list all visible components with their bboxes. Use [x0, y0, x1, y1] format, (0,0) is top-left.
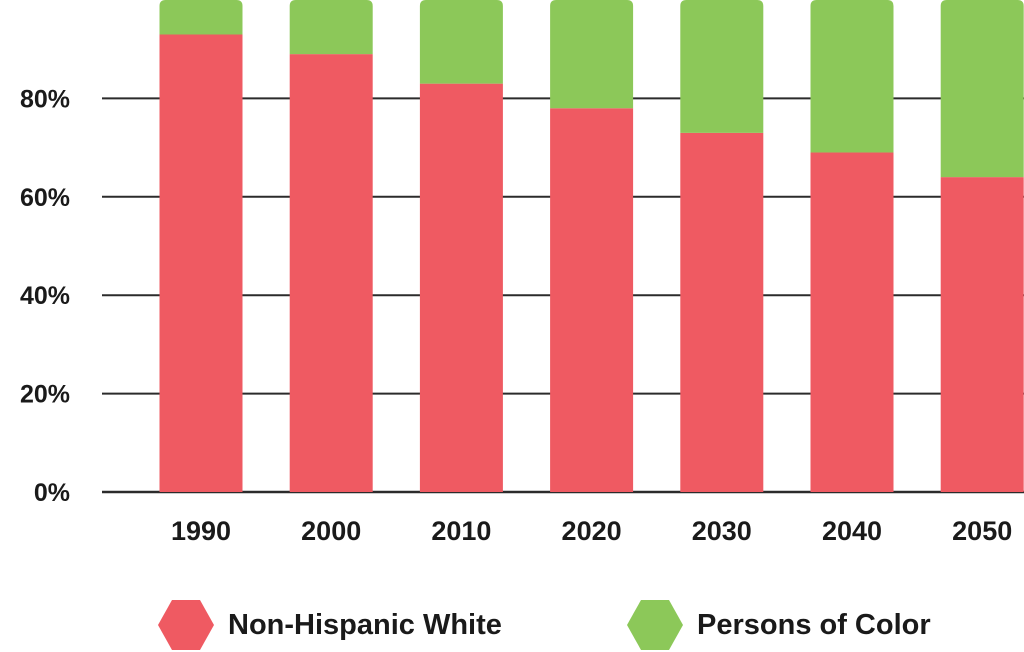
bar-persons-of-color-2050 — [940, 0, 1024, 178]
legend-label-non-hispanic-white: Non-Hispanic White — [228, 608, 502, 641]
bar-persons-of-color-2040 — [810, 0, 894, 153]
y-tick-label: 0% — [34, 479, 70, 507]
bars — [159, 0, 1024, 493]
x-axis-ticks: 1990 2000 2010 2020 2030 2040 2050 — [171, 516, 1012, 546]
x-tick-label: 1990 — [171, 516, 231, 546]
y-tick-label: 80% — [20, 85, 70, 113]
bar-persons-of-color-2030 — [680, 0, 764, 133]
legend-swatch-persons-of-color — [627, 600, 683, 650]
bar-non-hispanic-white-2000 — [289, 54, 373, 493]
hexagon-icon — [158, 600, 214, 650]
y-tick-label: 40% — [20, 282, 70, 310]
y-axis-ticks: 0% 20% 40% 60% 80% — [20, 85, 70, 507]
bar-persons-of-color-2000 — [289, 0, 373, 55]
legend-item-non-hispanic-white: Non-Hispanic White — [158, 600, 502, 650]
stacked-bar-chart: 0% 20% 40% 60% 80% 1990 2000 2010 2020 2030 2040 2… — [20, 0, 1024, 546]
x-tick-label: 2030 — [692, 516, 752, 546]
legend-label-persons-of-color: Persons of Color — [697, 608, 931, 641]
x-tick-label: 2040 — [822, 516, 882, 546]
x-tick-label: 2000 — [301, 516, 361, 546]
bar-persons-of-color-2020 — [550, 0, 634, 109]
bar-non-hispanic-white-2030 — [680, 132, 764, 492]
x-tick-label: 2020 — [562, 516, 622, 546]
bar-non-hispanic-white-2050 — [940, 177, 1024, 492]
bar-persons-of-color-2010 — [419, 0, 503, 84]
x-tick-label: 2050 — [952, 516, 1012, 546]
x-tick-label: 2010 — [431, 516, 491, 546]
legend: Non-Hispanic White Persons of Color — [0, 600, 1024, 652]
y-tick-label: 20% — [20, 381, 70, 409]
bar-non-hispanic-white-1990 — [159, 34, 243, 492]
y-tick-label: 60% — [20, 184, 70, 212]
bar-non-hispanic-white-2040 — [810, 152, 894, 492]
legend-item-persons-of-color: Persons of Color — [627, 600, 931, 650]
bar-non-hispanic-white-2020 — [550, 108, 634, 493]
bar-persons-of-color-1990 — [159, 0, 243, 35]
legend-swatch-non-hispanic-white — [158, 600, 214, 650]
hexagon-icon — [627, 600, 683, 650]
bar-non-hispanic-white-2010 — [419, 83, 503, 492]
